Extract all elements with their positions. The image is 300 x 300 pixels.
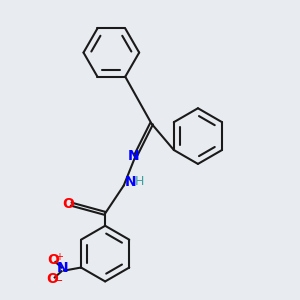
Text: H: H [134,175,144,188]
Text: N: N [57,261,68,275]
Text: +: + [55,252,63,262]
Text: N: N [128,149,140,163]
Text: N: N [125,175,136,189]
Text: O: O [63,197,75,211]
Text: −: − [54,275,63,286]
Text: O: O [47,253,59,267]
Text: O: O [46,272,58,286]
